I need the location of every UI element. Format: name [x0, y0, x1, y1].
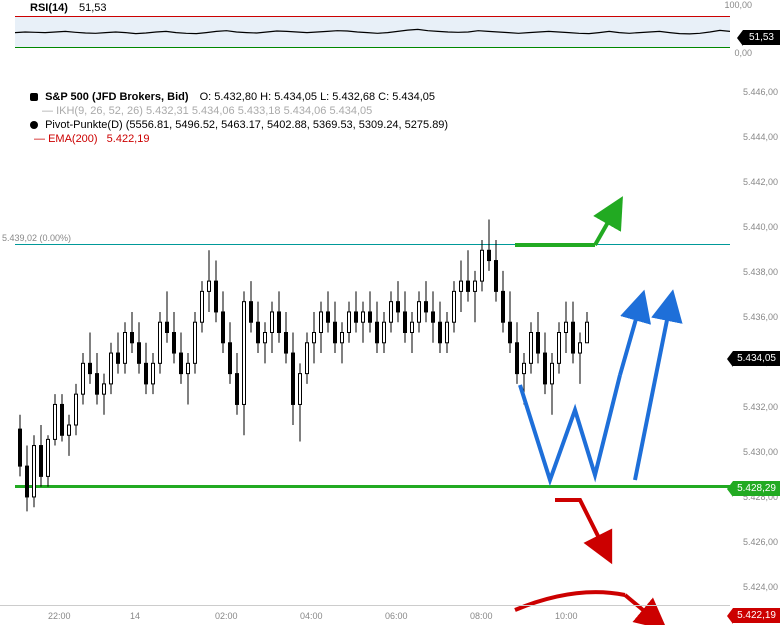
rsi-value: 51,53	[79, 2, 107, 14]
candlestick-chart	[15, 55, 730, 610]
current-price-tag: 5.434,05	[733, 351, 780, 366]
rsi-value-tag: 51,53	[743, 30, 780, 45]
time-tick: 14	[130, 611, 140, 621]
time-tick: 08:00	[470, 611, 493, 621]
chart-area[interactable]	[15, 55, 730, 610]
price-tick: 5.424,00	[743, 582, 778, 592]
time-tick: 06:00	[385, 611, 408, 621]
time-tick: 22:00	[48, 611, 71, 621]
price-axis: 5.446,00 5.444,00 5.442,00 5.440,00 5.438,00…	[730, 55, 780, 625]
time-tick: 10:00	[555, 611, 578, 621]
price-tick: 5.426,00	[743, 537, 778, 547]
price-tick: 5.432,00	[743, 402, 778, 412]
price-tick: 5.440,00	[743, 222, 778, 232]
rsi-name: RSI(14)	[30, 2, 68, 14]
price-tick: 5.446,00	[743, 87, 778, 97]
time-axis: 22:00 14 02:00 04:00 06:00 08:00 10:00	[0, 605, 730, 625]
price-tick: 5.430,00	[743, 447, 778, 457]
rsi-axis-max: 100,00	[724, 0, 752, 10]
price-tick: 5.442,00	[743, 177, 778, 187]
ema-price-tag: 5.422,19	[733, 608, 780, 623]
time-tick: 04:00	[300, 611, 323, 621]
rsi-label: RSI(14) 51,53	[30, 2, 107, 14]
price-tick: 5.438,00	[743, 267, 778, 277]
rsi-line	[15, 16, 730, 48]
rsi-panel: RSI(14) 51,53 13.08.2024 20:35 - 10:30 (…	[0, 0, 780, 55]
support-price-tag: 5.428,29	[733, 481, 780, 496]
price-tick: 5.444,00	[743, 132, 778, 142]
time-tick: 02:00	[215, 611, 238, 621]
price-tick: 5.436,00	[743, 312, 778, 322]
main-chart-panel: S&P 500 (JFD Brokers, Bid) O: 5.432,80 H…	[0, 55, 780, 625]
